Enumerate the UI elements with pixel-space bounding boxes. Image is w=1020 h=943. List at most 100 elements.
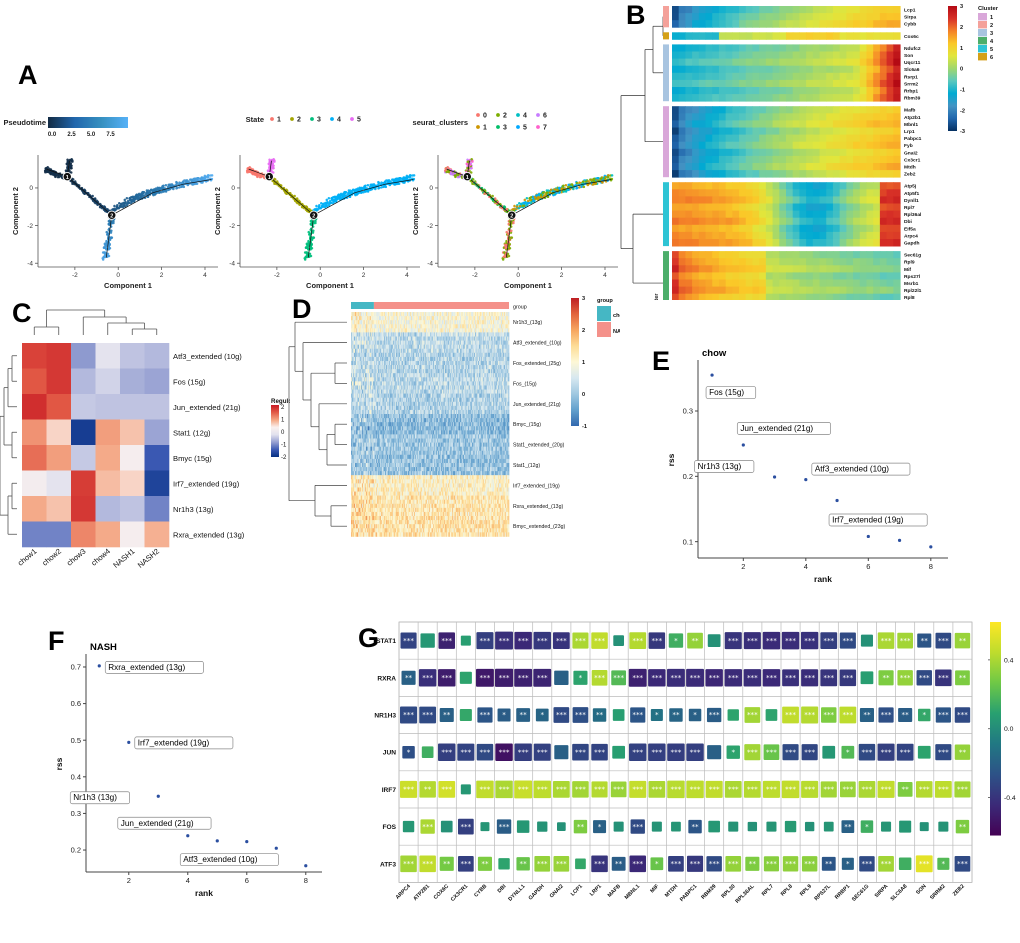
significance-stars: *** xyxy=(575,747,586,756)
heatmap-cell xyxy=(22,496,47,522)
x-tick-label: 0 xyxy=(318,272,322,279)
legend-title: seurat_clusters xyxy=(413,118,468,127)
panel-g-cell xyxy=(438,781,456,798)
y-tick-label: 0.1 xyxy=(683,537,693,546)
branch-node xyxy=(507,210,517,220)
cluster-track xyxy=(663,32,669,40)
panel-c-letter: C xyxy=(12,298,32,328)
data-point xyxy=(156,794,160,798)
significance-stars: *** xyxy=(842,636,853,645)
trajectory-branch xyxy=(105,215,113,258)
significance-stars: *** xyxy=(785,673,796,682)
significance-stars: ** xyxy=(691,822,699,831)
panel-g-row-label: JUN xyxy=(383,750,396,757)
gene-label: Lcp1 xyxy=(904,8,916,14)
heatmap-cell xyxy=(71,496,96,522)
panel-g-cell xyxy=(553,707,570,723)
y-axis-title: rss xyxy=(666,453,676,466)
panel-g-cell xyxy=(781,631,800,650)
heatmap-cell xyxy=(71,521,96,548)
significance-stars: *** xyxy=(556,636,567,645)
panel-c-legend-title: Regulon activity xyxy=(271,398,290,405)
panel-g-cell xyxy=(878,855,894,872)
significance-stars: *** xyxy=(957,710,968,719)
y-tick-label: 0 xyxy=(231,185,235,192)
significance-stars: *** xyxy=(690,785,701,794)
panel-g-col-label: LCP1 xyxy=(570,884,584,898)
significance-stars: *** xyxy=(480,710,491,719)
panel-g-cell xyxy=(477,707,493,723)
panel-g-col-label: COX6C xyxy=(433,883,450,900)
y-axis-title: Component 2 xyxy=(11,187,20,235)
panel-d-legend-label: NASH xyxy=(613,329,620,335)
x-tick-label: -2 xyxy=(72,272,78,279)
significance-stars: *** xyxy=(785,710,796,719)
significance-stars: *** xyxy=(747,785,758,794)
panel-d-row-label: Stat1_extended_(20g) xyxy=(513,443,565,449)
panel-g-col-label: RPL8 xyxy=(780,884,794,898)
significance-stars: *** xyxy=(441,636,452,645)
panel-g-cell xyxy=(554,670,569,685)
panel-g-cell xyxy=(629,743,647,761)
cluster-legend-swatch xyxy=(978,13,987,21)
panel-g-cell xyxy=(420,819,435,834)
point-label: Rxra_extended (13g) xyxy=(108,663,185,672)
panel-g-col-label: RPL36AL xyxy=(735,883,757,905)
gene-label: Zeb2 xyxy=(904,172,916,178)
panel-g-cell xyxy=(457,743,475,761)
legend-dot xyxy=(496,113,500,117)
legend-label: 3 xyxy=(503,125,507,132)
x-tick-label: 0 xyxy=(516,272,520,279)
gene-label: Rpl7 xyxy=(904,205,915,211)
x-tick-label: 4 xyxy=(603,272,607,279)
legend-dot xyxy=(310,117,314,121)
panel-g-col-label: RRBP1 xyxy=(834,884,851,901)
panel-g-cell xyxy=(917,633,932,648)
significance-stars: *** xyxy=(499,785,510,794)
panel-g-col-label: RPL9 xyxy=(799,884,813,898)
panel-c-legend-tick: 0 xyxy=(281,430,285,436)
significance-stars: *** xyxy=(709,785,720,794)
panel-c-row-label: Nr1h3 (13g) xyxy=(173,505,214,514)
significance-stars: *** xyxy=(632,859,643,868)
panel-g-cell xyxy=(782,669,799,687)
x-axis-title: Component 1 xyxy=(306,281,354,290)
gene-label: Slc6a6 xyxy=(904,67,920,73)
panel-g-col-label: CYBB xyxy=(473,884,488,899)
heatmap-cell xyxy=(46,419,72,446)
significance-stars: *** xyxy=(881,747,892,756)
panel-g-cell xyxy=(686,780,704,799)
significance-stars: * xyxy=(655,859,659,868)
data-point xyxy=(835,498,839,503)
heatmap-cell xyxy=(71,343,96,369)
significance-stars: *** xyxy=(862,747,873,756)
legend-label: 3 xyxy=(317,117,321,124)
y-tick-label: 0.2 xyxy=(683,472,693,481)
panel-g-cell xyxy=(743,781,761,798)
panel-g-cell xyxy=(820,669,838,687)
significance-stars: ** xyxy=(959,822,967,831)
point-label-box xyxy=(117,816,212,830)
panel-g-cell xyxy=(572,743,589,761)
heatmap-cell xyxy=(22,470,47,497)
significance-stars: ** xyxy=(405,673,413,682)
significance-stars: *** xyxy=(480,636,491,645)
point-label-box xyxy=(828,513,928,527)
panel-g-cell xyxy=(612,745,626,759)
panel-g-cell xyxy=(954,707,971,723)
legend-dot xyxy=(476,113,480,117)
panel-g-cell xyxy=(743,669,762,687)
panel-g-cell xyxy=(573,670,588,685)
panel-d-row-label: Irf7_extended_(19g) xyxy=(513,483,560,489)
panel-g-colorbar-label: 0.4 xyxy=(1004,657,1014,664)
significance-stars: ** xyxy=(749,859,757,868)
panel-g-cell xyxy=(955,819,970,834)
branch-node xyxy=(107,210,117,220)
x-tick-label: 6 xyxy=(245,876,249,885)
branch-node xyxy=(62,171,72,182)
panel-g-cell xyxy=(477,856,492,871)
panel-g-cell xyxy=(899,820,912,833)
significance-stars: *** xyxy=(747,636,758,645)
panel-g-cell xyxy=(743,632,761,650)
significance-stars: *** xyxy=(804,859,815,868)
